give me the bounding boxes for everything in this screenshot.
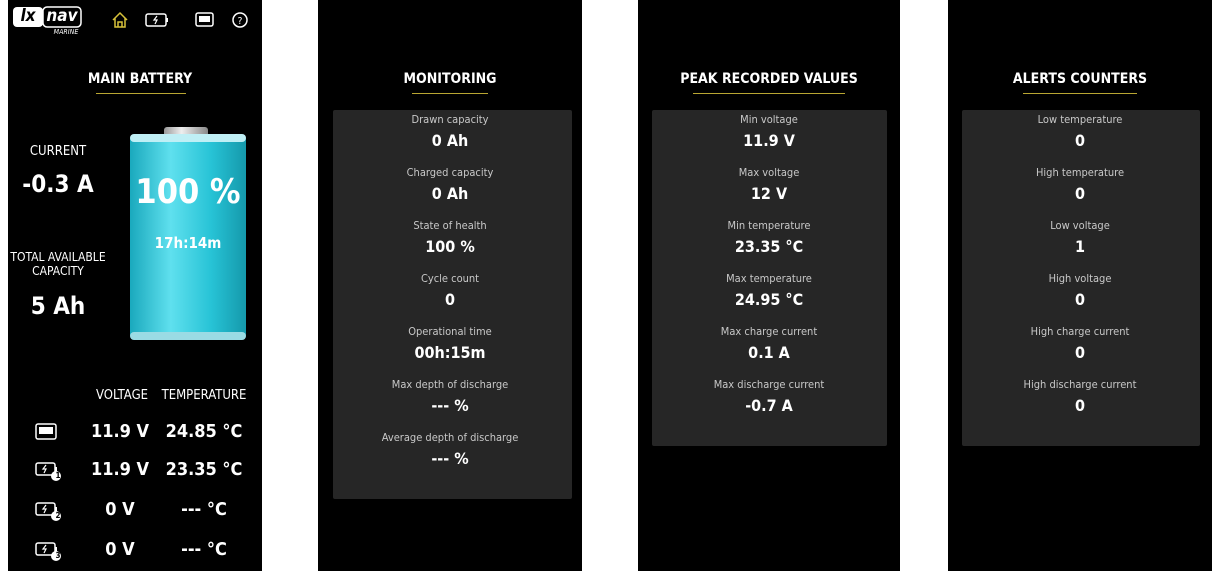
- item-label: Low temperature: [1038, 113, 1123, 126]
- item-label: Cycle count: [421, 272, 479, 285]
- main-title: MAIN BATTERY: [88, 71, 192, 87]
- item-value: 0: [1075, 396, 1085, 415]
- row-voltage: 11.9 V: [91, 421, 149, 442]
- item-label: Operational time: [408, 325, 492, 338]
- help-icon[interactable]: ?: [230, 10, 250, 30]
- page: lx nav MARINE ? MAIN BATTERY CURRENT -0.…: [0, 0, 1216, 571]
- item-label: Average depth of discharge: [382, 431, 519, 444]
- item-value: --- %: [431, 449, 468, 468]
- item-value: -0.7 A: [745, 396, 793, 415]
- panel-title: PEAK RECORDED VALUES: [680, 71, 858, 87]
- logo-right: nav: [46, 6, 77, 26]
- item-value: 0: [445, 290, 455, 309]
- item-label: Drawn capacity: [411, 113, 488, 126]
- item-value: 0: [1075, 343, 1085, 362]
- item-value: 11.9 V: [743, 131, 795, 150]
- panel-title: ALERTS COUNTERS: [1013, 71, 1147, 87]
- row-badge: 1: [55, 471, 60, 480]
- item-label: Max discharge current: [714, 378, 825, 391]
- battery-icon[interactable]: [144, 11, 170, 29]
- item-value: 1: [1075, 237, 1085, 256]
- item-label: High charge current: [1031, 325, 1130, 338]
- row-badge: 3: [55, 551, 60, 560]
- title-underline: [693, 93, 845, 94]
- voltage-header: VOLTAGE: [96, 388, 148, 403]
- logo-left: lx: [20, 6, 35, 26]
- item-label: Max charge current: [721, 325, 817, 338]
- item-value: 0: [1075, 131, 1085, 150]
- capacity-value: 5 Ah: [31, 292, 86, 320]
- item-label: Min voltage: [740, 113, 798, 126]
- item-value: 00h:15m: [414, 343, 485, 362]
- row-voltage: 11.9 V: [91, 459, 149, 480]
- row-voltage: 0 V: [105, 499, 134, 520]
- item-value: --- %: [431, 396, 468, 415]
- monitoring-screen: MONITORING Drawn capacity 0 Ah Charged capa…: [318, 0, 582, 571]
- current-label: CURRENT: [30, 144, 86, 159]
- item-value: 24.95 °C: [735, 290, 803, 309]
- item-label: Max voltage: [739, 166, 800, 179]
- main-screen: lx nav MARINE ? MAIN BATTERY CURRENT -0.…: [8, 0, 262, 571]
- row-icon: [34, 420, 64, 444]
- item-value: 0 Ah: [432, 184, 468, 203]
- item-value: 23.35 °C: [735, 237, 803, 256]
- item-value: 0 Ah: [432, 131, 468, 150]
- item-label: High voltage: [1049, 272, 1112, 285]
- title-underline: [1023, 93, 1137, 94]
- row-temperature: 24.85 °C: [166, 421, 243, 442]
- item-value: 0: [1075, 290, 1085, 309]
- item-value: 100 %: [425, 237, 474, 256]
- capacity-label: TOTAL AVAILABLE CAPACITY: [8, 250, 108, 278]
- alerts-screen: ALERTS COUNTERS Low temperature 0 High temp…: [948, 0, 1212, 571]
- row-temperature: 23.35 °C: [166, 459, 243, 480]
- item-label: Max temperature: [726, 272, 812, 285]
- svg-text:?: ?: [238, 16, 243, 27]
- item-value: 0.1 A: [748, 343, 790, 362]
- item-label: Charged capacity: [407, 166, 494, 179]
- temperature-header: TEMPERATURE: [162, 388, 247, 403]
- item-label: High discharge current: [1024, 378, 1137, 391]
- item-value: 12 V: [751, 184, 787, 203]
- item-label: Low voltage: [1050, 219, 1110, 232]
- row-temperature: --- °C: [181, 499, 227, 520]
- home-icon[interactable]: [110, 10, 130, 30]
- item-label: Min temperature: [728, 219, 811, 232]
- logo-sub: MARINE: [54, 28, 79, 36]
- charge-percent: 100 %: [135, 172, 240, 212]
- title-underline: [412, 93, 488, 94]
- time-remaining: 17h:14m: [155, 234, 222, 252]
- item-label: State of health: [413, 219, 486, 232]
- row-temperature: --- °C: [181, 539, 227, 560]
- current-value: -0.3 A: [22, 170, 93, 198]
- item-value: 0: [1075, 184, 1085, 203]
- title-underline: [96, 93, 186, 94]
- peak-screen: PEAK RECORDED VALUES Min voltage 11.9 V Max…: [638, 0, 900, 571]
- row-voltage: 0 V: [105, 539, 134, 560]
- row-badge: 2: [55, 511, 60, 520]
- display-icon[interactable]: [194, 10, 216, 30]
- item-label: Max depth of discharge: [392, 378, 508, 391]
- panel-title: MONITORING: [403, 71, 496, 87]
- item-label: High temperature: [1036, 166, 1124, 179]
